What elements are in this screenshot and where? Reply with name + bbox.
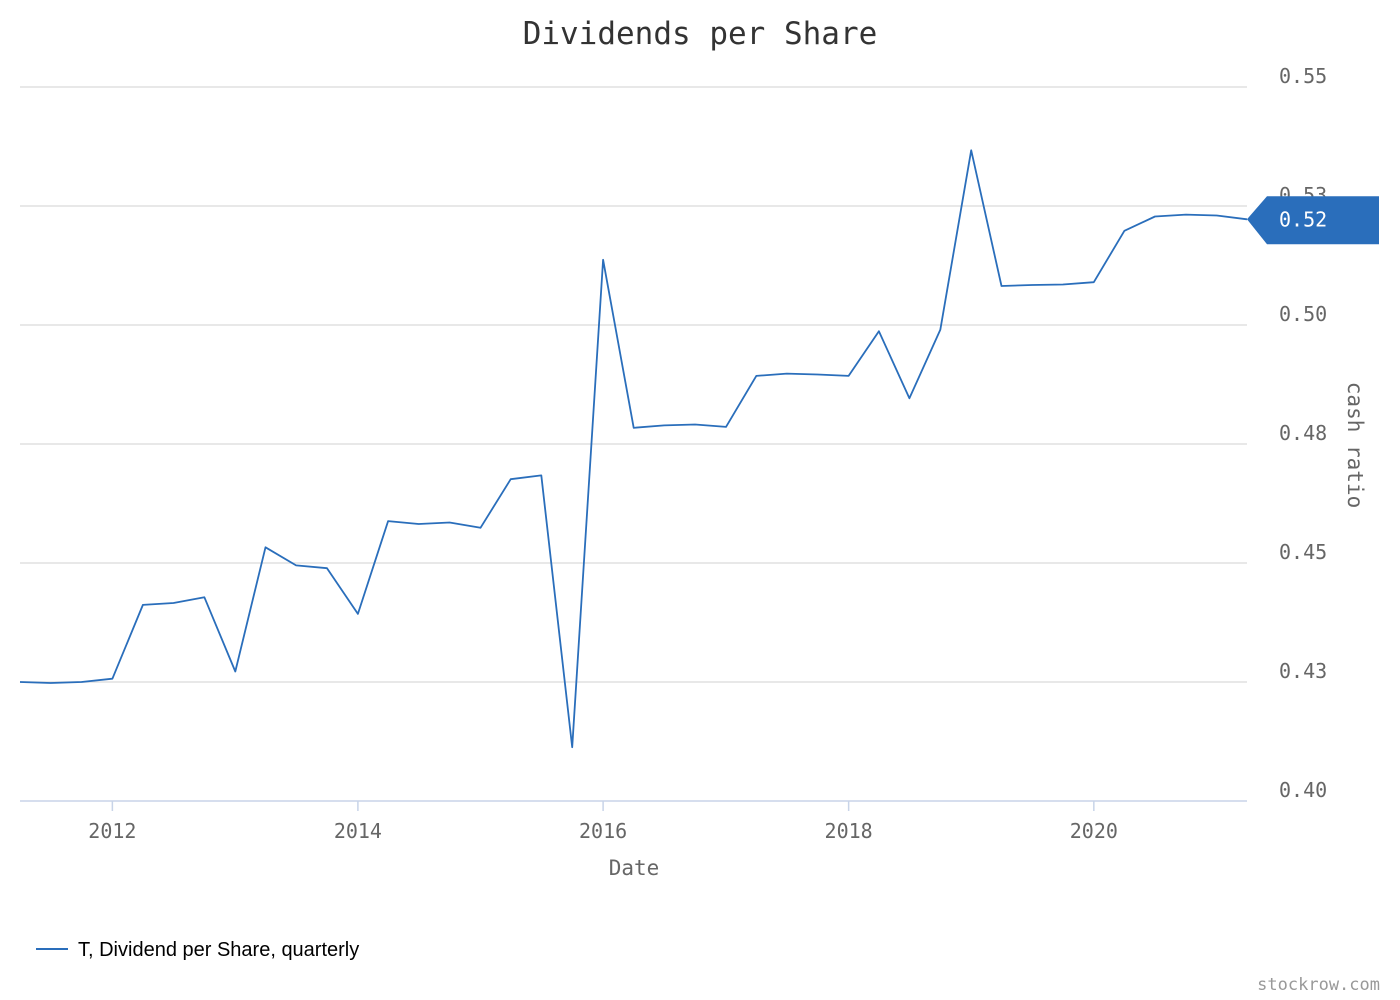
grid [20, 86, 1247, 683]
x-tick-label: 2020 [1070, 819, 1118, 843]
legend-label[interactable]: T, Dividend per Share, quarterly [78, 939, 359, 961]
watermark: stockrow.com [1257, 975, 1380, 995]
series-line[interactable] [19, 149, 1248, 749]
y-axis: 0.400.430.450.480.500.530.55 [1279, 64, 1327, 802]
y-tick-label: 0.48 [1279, 421, 1327, 445]
y-axis-title: cash ratio [1343, 382, 1367, 508]
y-tick-label: 0.50 [1279, 302, 1327, 326]
y-tick-label: 0.45 [1279, 540, 1327, 564]
legend[interactable]: T, Dividend per Share, quarterly [36, 939, 359, 961]
last-value-flag [1247, 196, 1379, 245]
x-tick-label: 2016 [579, 819, 627, 843]
y-tick-label: 0.43 [1279, 659, 1327, 683]
x-axis: 2012 2014 2016 2018 2020 [88, 801, 1118, 843]
x-tick-label: 2018 [825, 819, 873, 843]
series-layer [19, 149, 1248, 749]
chart-title: Dividends per Share [523, 16, 878, 52]
last-value-marker: 0.52 [1247, 196, 1379, 245]
x-tick-label: 2012 [88, 819, 136, 843]
x-tick-label: 2014 [334, 819, 382, 843]
last-value-label: 0.52 [1279, 207, 1327, 231]
y-tick-label: 0.55 [1279, 64, 1327, 88]
y-tick-label: 0.40 [1279, 778, 1327, 802]
x-axis-title: Date [609, 856, 660, 880]
